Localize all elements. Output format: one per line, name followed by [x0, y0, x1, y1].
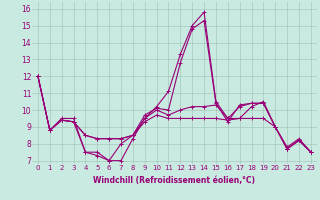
X-axis label: Windchill (Refroidissement éolien,°C): Windchill (Refroidissement éolien,°C) [93, 176, 255, 185]
